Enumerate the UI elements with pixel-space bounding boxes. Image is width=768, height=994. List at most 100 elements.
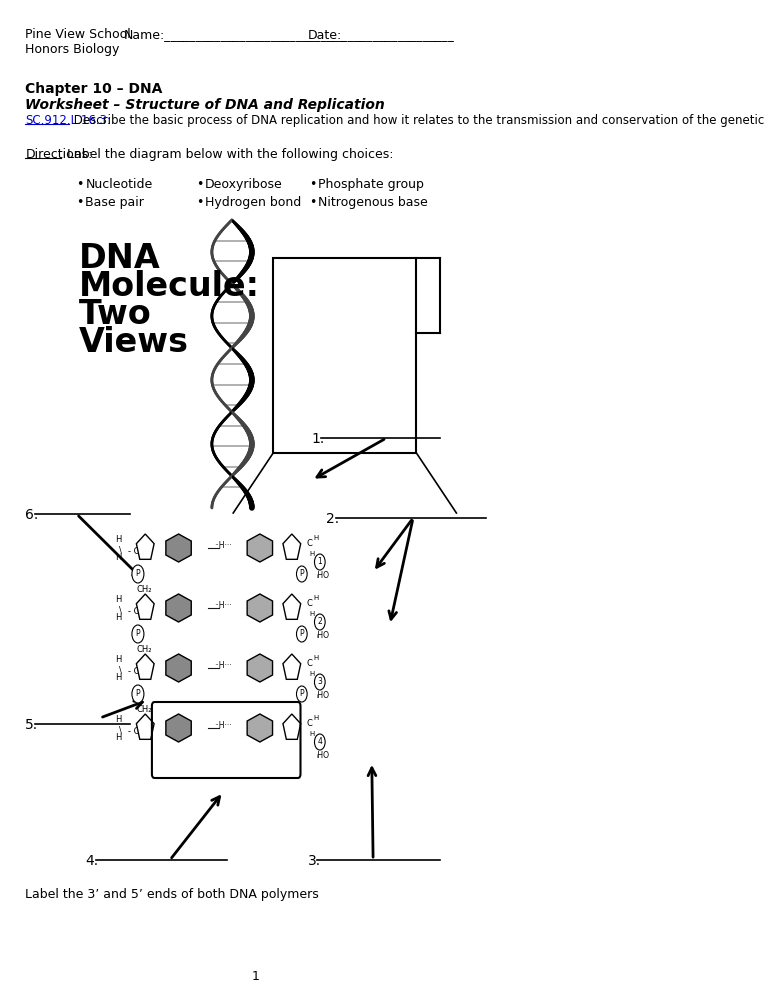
Circle shape xyxy=(314,614,325,630)
Circle shape xyxy=(132,685,144,703)
Text: H: H xyxy=(310,611,315,617)
Text: P: P xyxy=(300,629,304,638)
Text: Label the diagram below with the following choices:: Label the diagram below with the followi… xyxy=(63,148,393,161)
Polygon shape xyxy=(283,714,301,740)
Circle shape xyxy=(314,734,325,750)
Text: SC.912.L.16.3:: SC.912.L.16.3: xyxy=(25,114,111,127)
Text: Views: Views xyxy=(78,326,189,359)
Text: CH₂: CH₂ xyxy=(137,585,152,594)
Text: H: H xyxy=(313,655,319,661)
Text: Phosphate group: Phosphate group xyxy=(319,178,425,191)
Text: ··H···: ··H··· xyxy=(214,661,232,671)
Bar xyxy=(273,258,416,453)
Text: Name:_____________________________: Name:_____________________________ xyxy=(123,28,346,41)
Text: •: • xyxy=(196,196,204,209)
Text: DNA: DNA xyxy=(78,242,161,275)
Text: CH₂: CH₂ xyxy=(137,706,152,715)
Polygon shape xyxy=(166,534,191,562)
Text: 1: 1 xyxy=(317,558,323,567)
Text: \: \ xyxy=(119,605,122,614)
Polygon shape xyxy=(137,534,154,560)
Text: Nitrogenous base: Nitrogenous base xyxy=(319,196,429,209)
Text: Hydrogen bond: Hydrogen bond xyxy=(205,196,302,209)
Text: \: \ xyxy=(119,666,122,675)
Text: 3.: 3. xyxy=(308,854,321,868)
Text: 4: 4 xyxy=(317,738,323,746)
Text: ··H···: ··H··· xyxy=(214,542,232,551)
Text: Molecule:: Molecule: xyxy=(78,270,260,303)
Text: 6.: 6. xyxy=(25,508,38,522)
Text: H: H xyxy=(310,671,315,677)
Text: 5.: 5. xyxy=(25,718,38,732)
Circle shape xyxy=(296,626,307,642)
Text: •: • xyxy=(310,196,316,209)
Text: H: H xyxy=(313,535,319,541)
Text: P: P xyxy=(136,570,141,579)
Text: ᵢHO: ᵢHO xyxy=(316,572,329,580)
Polygon shape xyxy=(137,594,154,619)
Text: 1.: 1. xyxy=(312,432,325,446)
Text: C: C xyxy=(306,598,313,607)
Polygon shape xyxy=(283,654,301,679)
Text: - C: - C xyxy=(128,727,140,736)
Text: H: H xyxy=(115,595,122,604)
Polygon shape xyxy=(166,714,191,742)
Text: Label the 3’ and 5’ ends of both DNA polymers: Label the 3’ and 5’ ends of both DNA pol… xyxy=(25,888,319,901)
Text: \: \ xyxy=(119,546,122,555)
Text: P: P xyxy=(136,629,141,638)
Text: Base pair: Base pair xyxy=(85,196,144,209)
Polygon shape xyxy=(166,654,191,682)
Text: •: • xyxy=(76,196,84,209)
Text: H: H xyxy=(310,731,315,737)
Text: H: H xyxy=(115,655,122,665)
Text: - C: - C xyxy=(128,606,140,615)
Polygon shape xyxy=(283,594,301,619)
Polygon shape xyxy=(247,654,273,682)
Polygon shape xyxy=(247,714,273,742)
Text: Describe the basic process of DNA replication and how it relates to the transmis: Describe the basic process of DNA replic… xyxy=(70,114,768,127)
Text: Date:__________________: Date:__________________ xyxy=(308,28,455,41)
Text: Chapter 10 – DNA: Chapter 10 – DNA xyxy=(25,82,163,96)
Circle shape xyxy=(314,674,325,690)
Text: Two: Two xyxy=(78,298,151,331)
Polygon shape xyxy=(166,594,191,622)
Text: ··H···: ··H··· xyxy=(214,601,232,610)
Text: Honors Biology: Honors Biology xyxy=(25,43,120,56)
Text: Pine View School: Pine View School xyxy=(25,28,131,41)
Polygon shape xyxy=(137,654,154,679)
Text: H: H xyxy=(310,551,315,557)
Text: P: P xyxy=(300,690,304,699)
Text: •: • xyxy=(76,178,84,191)
Text: H: H xyxy=(115,734,122,743)
Text: •: • xyxy=(196,178,204,191)
Text: 2.: 2. xyxy=(326,512,339,526)
Polygon shape xyxy=(247,594,273,622)
Circle shape xyxy=(132,625,144,643)
Circle shape xyxy=(132,565,144,583)
Text: H: H xyxy=(115,536,122,545)
Text: C: C xyxy=(306,658,313,668)
Text: 4.: 4. xyxy=(85,854,98,868)
Text: 3: 3 xyxy=(317,678,323,687)
Circle shape xyxy=(296,566,307,582)
Text: CH₂: CH₂ xyxy=(137,645,152,654)
Text: ᵢHO: ᵢHO xyxy=(316,751,329,760)
Text: - C: - C xyxy=(128,667,140,676)
Text: H: H xyxy=(313,715,319,721)
Polygon shape xyxy=(283,534,301,560)
Text: H: H xyxy=(313,595,319,601)
Text: Worksheet – Structure of DNA and Replication: Worksheet – Structure of DNA and Replica… xyxy=(25,98,385,112)
Text: H: H xyxy=(115,554,122,563)
Text: C: C xyxy=(306,539,313,548)
Polygon shape xyxy=(137,714,154,740)
Text: C: C xyxy=(306,719,313,728)
Text: Deoxyribose: Deoxyribose xyxy=(205,178,283,191)
Polygon shape xyxy=(247,534,273,562)
Text: •: • xyxy=(310,178,316,191)
Text: P: P xyxy=(136,690,141,699)
Text: 1: 1 xyxy=(252,970,260,983)
Text: H: H xyxy=(115,613,122,622)
Text: Directions:: Directions: xyxy=(25,148,93,161)
Circle shape xyxy=(314,554,325,570)
Text: \: \ xyxy=(119,726,122,735)
